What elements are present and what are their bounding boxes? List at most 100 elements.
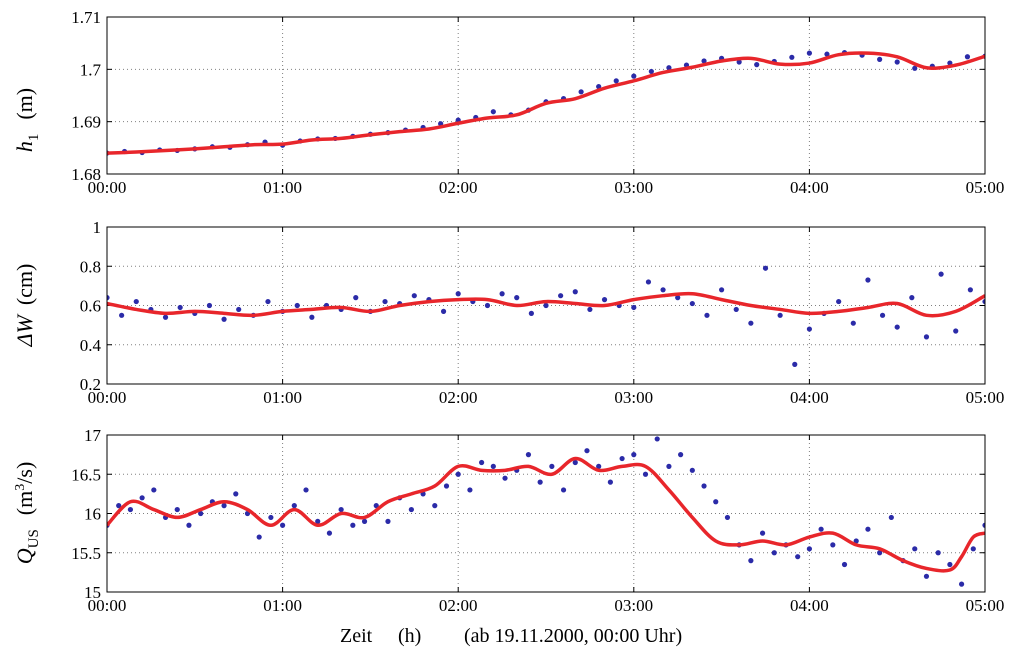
data-point — [923, 573, 930, 579]
x-tick-label: 02:00 — [439, 388, 478, 407]
panel-2: 00:00 01:00 02:00 03:00 04:00 05:00 0.2 0.4 0.6 0… — [80, 218, 1005, 407]
data-point — [836, 298, 842, 305]
data-point — [139, 495, 145, 501]
data-point — [233, 491, 239, 497]
ylabel-1-unit: (m) — [12, 88, 37, 120]
ylabel-2-symbol: ΔW — [12, 313, 37, 347]
data-point — [935, 550, 941, 556]
x-tick-label: 01:00 — [263, 178, 302, 197]
xlabel-note: (ab 19.11.2000, 00:00 Uhr) — [464, 625, 682, 647]
ylabel-panel-3: QUS (m3/s) — [12, 462, 42, 565]
data-point — [484, 302, 491, 309]
data-point — [607, 479, 613, 485]
data-point — [689, 300, 695, 307]
x-tick-label: 03:00 — [614, 596, 653, 615]
data-point — [408, 506, 414, 513]
ylabel-3-unit-pre: (m — [12, 491, 37, 515]
data-point — [748, 558, 754, 564]
data-point — [865, 277, 871, 283]
data-point — [771, 550, 777, 556]
data-point — [654, 436, 660, 442]
data-point — [818, 526, 824, 532]
x-tick-label: 05:00 — [966, 388, 1005, 407]
x-tick-label: 04:00 — [790, 596, 829, 615]
plot-frame — [106, 226, 986, 385]
data-point — [678, 452, 684, 458]
y-tick-label: 1.69 — [71, 113, 101, 132]
y-tick-label: 0.4 — [80, 336, 102, 355]
x-tick-label: 00:00 — [88, 178, 127, 197]
data-point — [385, 518, 391, 524]
data-point — [467, 487, 473, 493]
data-point — [736, 59, 742, 65]
data-point — [490, 463, 496, 469]
data-point — [982, 522, 985, 528]
data-point — [748, 320, 754, 326]
data-point — [666, 463, 672, 469]
y-tick-label: 17 — [84, 426, 102, 445]
data-point — [619, 455, 625, 462]
data-point — [572, 459, 578, 466]
data-point — [909, 295, 915, 301]
data-point — [701, 483, 707, 489]
smoothed-line — [107, 291, 985, 318]
plot-frame — [106, 16, 986, 175]
data-point — [824, 51, 830, 57]
data-point — [443, 483, 450, 489]
data-point — [631, 304, 637, 311]
data-point — [455, 471, 461, 477]
ylabel-1-symbol: h — [12, 141, 37, 152]
y-tick-label: 15 — [84, 583, 101, 602]
data-point — [236, 306, 242, 313]
data-point — [221, 316, 227, 322]
data-point — [879, 312, 886, 318]
x-tick-label: 04:00 — [790, 178, 829, 197]
data-point — [455, 291, 461, 297]
data-point — [982, 298, 985, 305]
y-tick-label: 16 — [84, 505, 101, 524]
data-point — [338, 506, 344, 513]
data-point — [411, 293, 417, 299]
data-point — [660, 287, 666, 293]
data-point — [853, 538, 859, 544]
panel-3: 00:00 01:00 02:00 03:00 04:00 05:00 15 15.5 16 16… — [71, 426, 1004, 615]
x-tick-label: 04:00 — [790, 388, 829, 407]
data-point — [754, 62, 760, 68]
data-point — [198, 510, 204, 517]
data-point — [528, 310, 534, 316]
data-point — [353, 295, 359, 301]
data-point — [894, 324, 900, 330]
x-tick-label: 00:00 — [88, 596, 127, 615]
x-tick-label: 00:00 — [88, 388, 127, 407]
y-tick-label: 16.5 — [71, 465, 101, 484]
data-point — [373, 503, 379, 509]
data-point — [953, 328, 959, 334]
plot-area — [107, 436, 985, 587]
x-tick-label: 05:00 — [966, 596, 1005, 615]
smoothed-line — [107, 51, 985, 155]
ylabel-1-sub: 1 — [26, 134, 42, 142]
data-point — [151, 487, 157, 493]
data-point — [206, 302, 213, 309]
data-point — [777, 312, 783, 318]
data-point — [291, 503, 297, 509]
data-point — [967, 287, 973, 293]
data-point — [315, 518, 321, 524]
svg-text:ΔW(cm): ΔW (cm) — [12, 264, 37, 348]
data-point — [648, 68, 654, 75]
data-point — [502, 475, 508, 481]
data-point — [499, 291, 505, 297]
data-point — [578, 89, 584, 95]
data-point — [186, 522, 192, 528]
data-point — [116, 503, 122, 509]
data-point — [877, 56, 883, 62]
svg-text:QUS(m3/s): QUS (m3/s) — [12, 462, 42, 565]
data-point — [865, 526, 871, 532]
data-point — [587, 306, 593, 313]
ylabel-2-unit: (cm) — [12, 264, 37, 306]
data-point — [841, 561, 848, 568]
data-point — [537, 479, 543, 485]
data-point — [762, 265, 769, 271]
data-point — [162, 314, 169, 320]
